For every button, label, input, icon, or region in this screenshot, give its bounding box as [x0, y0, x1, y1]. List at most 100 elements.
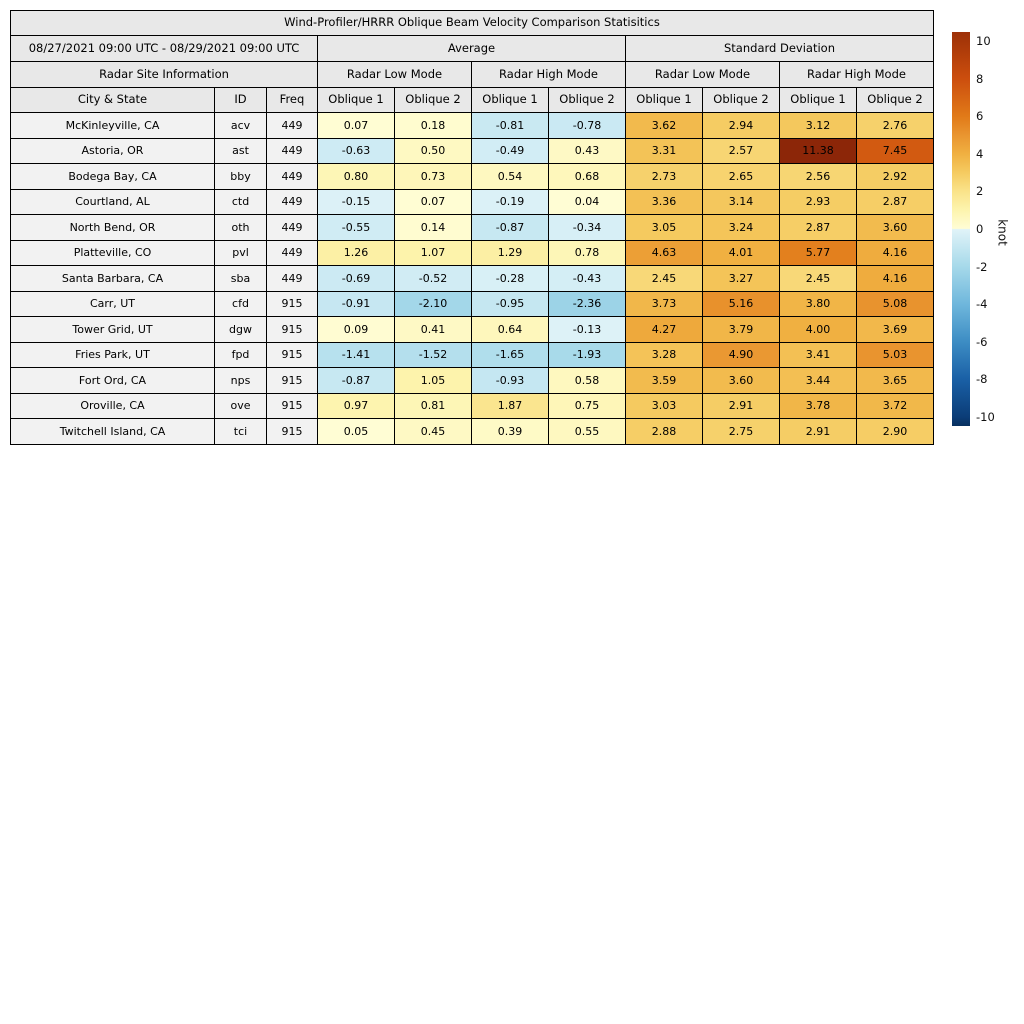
table-row: North Bend, OR oth 449 -0.55 0.14 -0.87 -0.34 3… — [10, 214, 934, 241]
std-high-oblique1-header: Oblique 1 — [779, 87, 857, 113]
stats-table: Wind-Profiler/HRRR Oblique Beam Velocity… — [10, 10, 934, 445]
value-cell: 2.88 — [625, 418, 703, 445]
value-cell: 0.41 — [394, 316, 472, 343]
city-cell: Santa Barbara, CA — [10, 265, 215, 292]
value-cell: 2.87 — [856, 188, 934, 215]
average-group-header: Average — [317, 35, 626, 62]
id-cell: acv — [214, 112, 267, 139]
freq-cell: 449 — [266, 163, 318, 190]
value-cell: 3.79 — [702, 316, 780, 343]
value-cell: 5.03 — [856, 341, 934, 368]
value-cell: -0.91 — [317, 290, 395, 317]
value-cell: 3.05 — [625, 214, 703, 241]
value-cell: 1.29 — [471, 239, 549, 266]
value-cell: 3.31 — [625, 137, 703, 164]
value-cell: 5.77 — [779, 239, 857, 266]
freq-cell: 915 — [266, 341, 318, 368]
value-cell: 0.05 — [317, 418, 395, 445]
value-cell: 0.78 — [548, 239, 626, 266]
value-cell: 0.14 — [394, 214, 472, 241]
colorbar-tick-label: 4 — [976, 146, 984, 161]
value-cell: 0.54 — [471, 163, 549, 190]
group-header-row: 08/27/2021 09:00 UTC - 08/29/2021 09:00 … — [10, 35, 934, 62]
city-cell: Fort Ord, CA — [10, 367, 215, 394]
value-cell: 3.27 — [702, 265, 780, 292]
value-cell: 3.72 — [856, 392, 934, 419]
value-cell: 0.64 — [471, 316, 549, 343]
std-low-mode-header: Radar Low Mode — [625, 61, 780, 88]
std-low-oblique2-header: Oblique 2 — [702, 87, 780, 113]
value-cell: 4.00 — [779, 316, 857, 343]
value-cell: 3.41 — [779, 341, 857, 368]
freq-cell: 449 — [266, 112, 318, 139]
value-cell: 3.12 — [779, 112, 857, 139]
id-cell: dgw — [214, 316, 267, 343]
colorbar-tick-label: -2 — [976, 259, 988, 274]
value-cell: 3.44 — [779, 367, 857, 394]
freq-cell: 915 — [266, 418, 318, 445]
freq-cell: 449 — [266, 265, 318, 292]
value-cell: 1.26 — [317, 239, 395, 266]
value-cell: 0.80 — [317, 163, 395, 190]
id-cell: cfd — [214, 290, 267, 317]
city-state-header: City & State — [10, 87, 215, 113]
value-cell: 2.94 — [702, 112, 780, 139]
value-cell: 2.56 — [779, 163, 857, 190]
value-cell: -0.95 — [471, 290, 549, 317]
value-cell: 3.24 — [702, 214, 780, 241]
value-cell: 1.87 — [471, 392, 549, 419]
value-cell: 2.45 — [625, 265, 703, 292]
value-cell: 2.90 — [856, 418, 934, 445]
table-row: McKinleyville, CA acv 449 0.07 0.18 -0.81 -0.7… — [10, 112, 934, 139]
value-cell: 4.16 — [856, 265, 934, 292]
city-cell: McKinleyville, CA — [10, 112, 215, 139]
value-cell: -0.28 — [471, 265, 549, 292]
value-cell: 0.09 — [317, 316, 395, 343]
value-cell: 3.78 — [779, 392, 857, 419]
avg-low-mode-header: Radar Low Mode — [317, 61, 472, 88]
table-row: Bodega Bay, CA bby 449 0.80 0.73 0.54 0.68 2.73… — [10, 163, 934, 190]
freq-cell: 449 — [266, 137, 318, 164]
std-dev-group-header: Standard Deviation — [625, 35, 934, 62]
table-row: Fort Ord, CA nps 915 -0.87 1.05 -0.93 0.58 3.59… — [10, 367, 934, 394]
value-cell: 0.43 — [548, 137, 626, 164]
value-cell: 2.92 — [856, 163, 934, 190]
id-cell: ctd — [214, 188, 267, 215]
value-cell: 5.08 — [856, 290, 934, 317]
avg-high-mode-header: Radar High Mode — [471, 61, 626, 88]
freq-cell: 449 — [266, 214, 318, 241]
value-cell: 0.07 — [317, 112, 395, 139]
value-cell: 5.16 — [702, 290, 780, 317]
value-cell: -0.13 — [548, 316, 626, 343]
colorbar-tick-label: -10 — [976, 409, 995, 424]
freq-cell: 915 — [266, 316, 318, 343]
value-cell: 0.81 — [394, 392, 472, 419]
std-high-mode-header: Radar High Mode — [779, 61, 934, 88]
colorbar-unit-label: knot — [995, 219, 1010, 246]
value-cell: -0.15 — [317, 188, 395, 215]
value-cell: 0.58 — [548, 367, 626, 394]
value-cell: 4.63 — [625, 239, 703, 266]
value-cell: -0.87 — [317, 367, 395, 394]
value-cell: -0.55 — [317, 214, 395, 241]
colorbar-tick-label: 0 — [976, 222, 984, 236]
id-header: ID — [214, 87, 267, 113]
table-row: Astoria, OR ast 449 -0.63 0.50 -0.49 0.43 3.31 2… — [10, 137, 934, 164]
value-cell: 3.03 — [625, 392, 703, 419]
table-row: Courtland, AL ctd 449 -0.15 0.07 -0.19 0.04 3.3… — [10, 188, 934, 215]
colorbar-tick-label: 2 — [976, 184, 984, 199]
value-cell: 0.97 — [317, 392, 395, 419]
colorbar-tick-label: -4 — [976, 297, 988, 312]
value-cell: -0.78 — [548, 112, 626, 139]
value-cell: 2.91 — [779, 418, 857, 445]
id-cell: oth — [214, 214, 267, 241]
value-cell: 0.50 — [394, 137, 472, 164]
value-cell: 1.07 — [394, 239, 472, 266]
value-cell: -1.41 — [317, 341, 395, 368]
value-cell: 3.60 — [702, 367, 780, 394]
colorbar-tick-label: -8 — [976, 372, 988, 387]
value-cell: 2.87 — [779, 214, 857, 241]
id-cell: sba — [214, 265, 267, 292]
freq-cell: 449 — [266, 239, 318, 266]
